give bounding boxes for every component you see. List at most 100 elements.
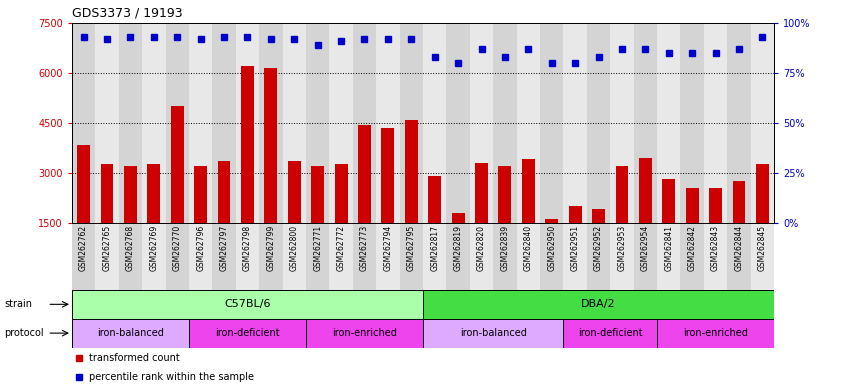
Bar — [358, 124, 371, 273]
Bar — [470, 23, 493, 223]
Bar — [236, 223, 259, 290]
Bar — [195, 166, 207, 273]
Text: iron-balanced: iron-balanced — [97, 328, 164, 338]
Text: GSM262844: GSM262844 — [734, 225, 744, 271]
Bar — [306, 23, 329, 223]
Bar — [704, 223, 728, 290]
Text: iron-balanced: iron-balanced — [459, 328, 527, 338]
Bar — [750, 23, 774, 223]
Bar — [634, 223, 657, 290]
Bar — [616, 166, 629, 273]
Bar — [259, 23, 283, 223]
Bar — [423, 319, 563, 348]
Bar — [686, 188, 699, 273]
Text: GSM262794: GSM262794 — [383, 225, 393, 271]
Bar — [634, 23, 657, 223]
Text: GSM262839: GSM262839 — [501, 225, 509, 271]
Bar — [189, 223, 212, 290]
Bar — [522, 159, 535, 273]
Text: GSM262762: GSM262762 — [80, 225, 88, 271]
Bar — [610, 23, 634, 223]
Text: GSM262773: GSM262773 — [360, 225, 369, 271]
Bar — [493, 23, 517, 223]
Text: GSM262952: GSM262952 — [594, 225, 603, 271]
Text: GSM262797: GSM262797 — [220, 225, 228, 271]
Bar — [399, 23, 423, 223]
Bar — [517, 223, 540, 290]
Bar — [166, 223, 189, 290]
Bar — [563, 319, 657, 348]
Text: GSM262796: GSM262796 — [196, 225, 205, 271]
Bar — [657, 223, 680, 290]
Bar — [259, 223, 283, 290]
Bar — [563, 223, 587, 290]
Bar — [680, 223, 704, 290]
Bar — [166, 23, 189, 223]
Bar — [376, 223, 399, 290]
Bar — [610, 223, 634, 290]
Bar — [399, 223, 423, 290]
Bar — [77, 144, 90, 273]
Bar — [283, 223, 306, 290]
Bar — [680, 23, 704, 223]
Text: GSM262843: GSM262843 — [711, 225, 720, 271]
Bar — [96, 23, 118, 223]
Bar — [265, 68, 277, 273]
Text: GSM262768: GSM262768 — [126, 225, 135, 271]
Bar — [657, 319, 774, 348]
Text: iron-deficient: iron-deficient — [215, 328, 280, 338]
Text: GSM262771: GSM262771 — [313, 225, 322, 271]
Bar — [704, 23, 728, 223]
Bar — [423, 23, 447, 223]
Text: GSM262769: GSM262769 — [150, 225, 158, 271]
Bar — [236, 23, 259, 223]
Bar — [423, 290, 774, 319]
Text: GSM262819: GSM262819 — [453, 225, 463, 271]
Bar — [101, 164, 113, 273]
Text: iron-enriched: iron-enriched — [332, 328, 397, 338]
Text: GSM262795: GSM262795 — [407, 225, 415, 271]
Bar — [329, 23, 353, 223]
Bar — [376, 23, 399, 223]
Bar — [335, 164, 348, 273]
Text: iron-deficient: iron-deficient — [578, 328, 643, 338]
Bar — [452, 213, 464, 273]
Bar — [241, 66, 254, 273]
Bar — [587, 23, 610, 223]
Text: C57BL/6: C57BL/6 — [224, 299, 271, 310]
Text: GSM262845: GSM262845 — [758, 225, 766, 271]
Bar — [329, 223, 353, 290]
Bar — [493, 223, 517, 290]
Text: GSM262772: GSM262772 — [337, 225, 345, 271]
Bar — [142, 223, 166, 290]
Bar — [189, 319, 306, 348]
Bar — [96, 223, 118, 290]
Bar — [311, 166, 324, 273]
Bar — [546, 219, 558, 273]
Bar — [517, 23, 540, 223]
Text: percentile rank within the sample: percentile rank within the sample — [90, 372, 255, 382]
Bar — [470, 223, 493, 290]
Bar — [288, 161, 300, 273]
Bar — [733, 181, 745, 273]
Bar — [756, 164, 769, 273]
Text: GSM262798: GSM262798 — [243, 225, 252, 271]
Text: GSM262954: GSM262954 — [641, 225, 650, 271]
Bar — [124, 166, 137, 273]
Bar — [563, 23, 587, 223]
Bar — [118, 223, 142, 290]
Bar — [475, 163, 488, 273]
Text: protocol: protocol — [4, 328, 44, 338]
Bar — [147, 164, 160, 273]
Bar — [728, 23, 750, 223]
Text: GSM262841: GSM262841 — [664, 225, 673, 271]
Text: strain: strain — [4, 299, 32, 310]
Bar — [72, 319, 189, 348]
Bar — [657, 23, 680, 223]
Bar — [353, 23, 376, 223]
Text: GSM262953: GSM262953 — [618, 225, 626, 271]
Bar — [72, 290, 423, 319]
Bar — [306, 319, 423, 348]
Text: iron-enriched: iron-enriched — [683, 328, 748, 338]
Bar — [569, 206, 581, 273]
